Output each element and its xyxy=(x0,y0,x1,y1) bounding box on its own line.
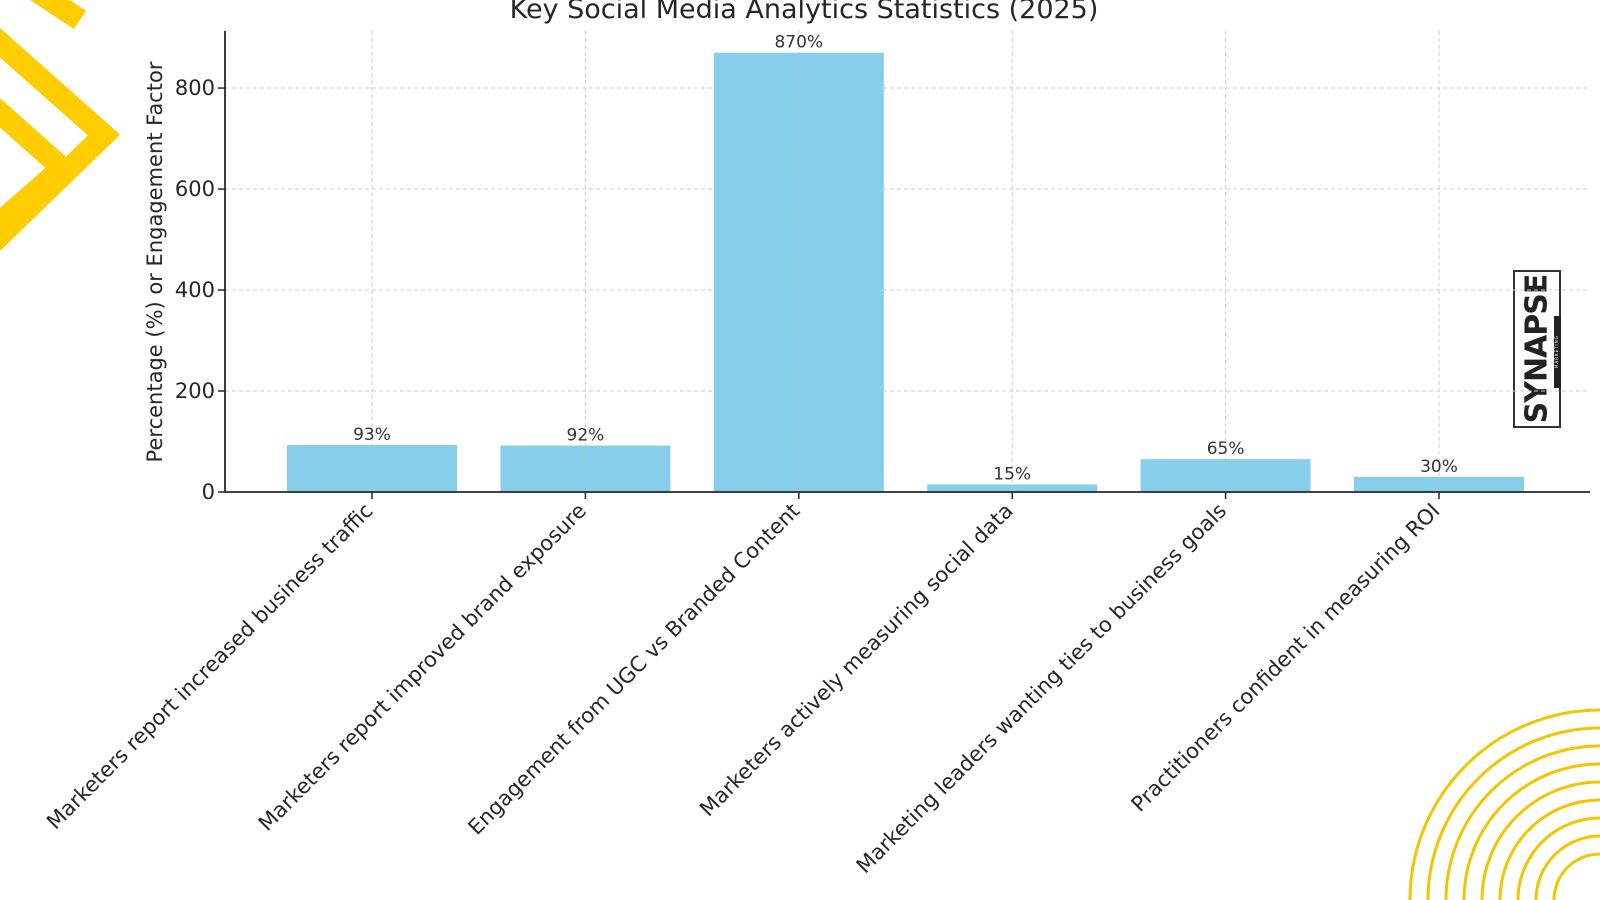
decor-arc xyxy=(1516,816,1600,900)
bar-value-label: 92% xyxy=(567,426,605,446)
x-category-label: Marketers report improved brand exposure xyxy=(254,499,591,836)
axes xyxy=(218,31,1590,499)
corner-chevron-decoration xyxy=(0,0,121,251)
decor-arc xyxy=(1462,762,1600,900)
x-category-label: Marketers report increased business traf… xyxy=(42,499,378,835)
brand-logo: SYNAPSE MARKETING xyxy=(1513,270,1561,428)
y-axis-label: Percentage (%) or Engagement Factor xyxy=(143,61,167,462)
decor-arc xyxy=(1552,852,1600,900)
bar-value-label: 870% xyxy=(774,33,823,53)
grid xyxy=(225,31,1590,492)
decor-arc xyxy=(1444,744,1600,900)
y-tick-label: 200 xyxy=(175,379,215,403)
bar-value-label: 30% xyxy=(1420,457,1458,477)
x-category-label: Engagement from UGC vs Branded Content xyxy=(463,499,804,840)
y-tick-label: 0 xyxy=(202,480,215,504)
decor-arc xyxy=(1408,708,1600,900)
y-tick-label: 400 xyxy=(175,278,215,302)
decor-arc xyxy=(1480,780,1600,900)
bar-value-label: 93% xyxy=(353,425,391,445)
chart-title: Key Social Media Analytics Statistics (2… xyxy=(510,0,1099,25)
bar-value-label: 15% xyxy=(993,464,1031,484)
decor-arc xyxy=(1534,834,1600,900)
bars xyxy=(287,52,1524,492)
decor-arc xyxy=(1426,726,1600,900)
bar-value-label: 65% xyxy=(1207,439,1245,459)
corner-arcs-decoration xyxy=(1408,708,1600,900)
y-tick-label: 800 xyxy=(175,76,215,100)
y-tick-label: 600 xyxy=(175,177,215,201)
x-category-label: Marketing leaders wanting ties to busine… xyxy=(852,499,1231,878)
decor-arc xyxy=(1498,798,1600,900)
